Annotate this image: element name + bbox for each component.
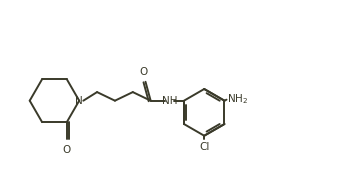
Text: O: O: [63, 145, 71, 155]
Text: NH: NH: [162, 96, 177, 106]
Text: N: N: [75, 96, 83, 106]
Text: NH$_2$: NH$_2$: [227, 92, 248, 106]
Text: Cl: Cl: [199, 142, 209, 152]
Text: O: O: [140, 67, 148, 77]
